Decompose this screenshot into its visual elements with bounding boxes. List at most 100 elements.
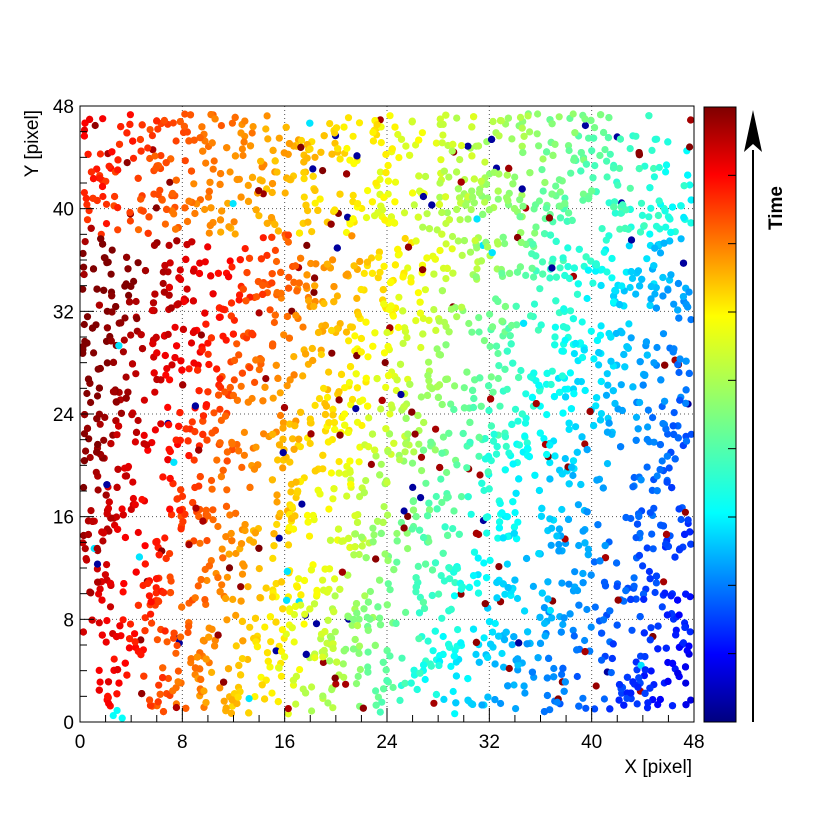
data-point	[207, 476, 216, 485]
data-point	[276, 411, 285, 420]
data-point	[556, 264, 564, 272]
data-point	[241, 526, 249, 535]
data-point	[382, 425, 390, 433]
data-point	[457, 178, 465, 186]
data-point	[298, 500, 306, 508]
data-point	[662, 168, 670, 176]
data-point	[570, 350, 579, 358]
data-point	[285, 140, 293, 148]
data-point	[99, 192, 107, 201]
data-point	[117, 319, 125, 327]
data-point	[462, 201, 470, 209]
data-point	[574, 377, 582, 386]
data-point	[345, 378, 354, 387]
data-point	[560, 305, 568, 313]
data-point	[384, 372, 393, 380]
data-point	[481, 600, 489, 608]
data-point	[137, 636, 145, 644]
data-point	[574, 280, 582, 288]
data-point	[332, 680, 340, 688]
data-point	[475, 658, 483, 666]
data-point	[583, 508, 591, 516]
data-point	[211, 115, 219, 123]
data-point	[636, 613, 644, 621]
data-point	[275, 134, 283, 142]
data-point	[164, 403, 172, 411]
data-point	[374, 517, 382, 525]
data-point	[262, 125, 270, 133]
data-point	[575, 601, 583, 609]
data-point	[253, 643, 261, 651]
data-point	[180, 298, 188, 306]
data-point	[439, 131, 447, 139]
data-point	[185, 365, 193, 373]
data-point	[309, 356, 317, 365]
data-point	[635, 149, 643, 157]
data-point	[393, 558, 401, 566]
data-point	[266, 306, 274, 314]
data-point	[379, 286, 387, 294]
data-point	[489, 437, 498, 445]
data-point	[360, 269, 368, 277]
data-point	[630, 582, 638, 590]
data-point	[196, 539, 204, 547]
data-point	[476, 374, 484, 382]
data-point	[134, 174, 142, 182]
data-point	[179, 325, 187, 333]
data-point	[299, 323, 307, 331]
data-point	[80, 132, 88, 140]
data-point	[661, 361, 669, 369]
y-tick-label: 0	[63, 713, 74, 734]
data-point	[671, 553, 679, 561]
data-point	[435, 200, 444, 209]
data-point	[668, 484, 676, 492]
data-point	[277, 647, 286, 656]
data-point	[606, 705, 614, 713]
data-point	[112, 398, 120, 406]
data-point	[330, 485, 338, 493]
data-point	[566, 369, 575, 377]
data-point	[558, 372, 567, 380]
data-point	[514, 233, 522, 242]
data-point	[210, 157, 218, 165]
data-point	[237, 193, 245, 201]
data-point	[126, 120, 134, 128]
data-point	[675, 505, 683, 513]
data-point	[470, 199, 478, 207]
data-point	[582, 253, 590, 261]
data-point	[473, 579, 481, 587]
data-point	[591, 603, 599, 611]
data-point	[303, 271, 311, 279]
data-point	[677, 515, 685, 524]
data-point	[209, 165, 217, 173]
data-point	[535, 197, 544, 205]
data-point	[668, 203, 677, 211]
data-point	[288, 503, 296, 511]
data-point	[432, 690, 440, 699]
data-point	[592, 267, 600, 275]
data-point	[153, 117, 161, 125]
data-point	[214, 522, 222, 531]
data-point	[603, 157, 611, 165]
data-point	[615, 681, 624, 689]
data-point	[308, 683, 316, 691]
data-point	[538, 166, 546, 174]
data-point	[635, 674, 643, 682]
data-point	[643, 435, 651, 444]
data-point	[290, 445, 298, 453]
data-point	[555, 113, 563, 121]
data-point	[183, 128, 191, 136]
data-point	[635, 551, 644, 560]
data-point	[244, 398, 252, 406]
data-point	[456, 216, 464, 224]
data-point	[522, 390, 530, 398]
data-point	[495, 362, 503, 370]
data-point	[621, 363, 629, 371]
data-point	[222, 704, 230, 712]
data-point	[596, 151, 604, 160]
data-point	[159, 473, 167, 481]
data-point	[348, 323, 356, 331]
data-point	[647, 204, 655, 212]
data-point	[190, 136, 198, 144]
data-point	[425, 499, 433, 507]
